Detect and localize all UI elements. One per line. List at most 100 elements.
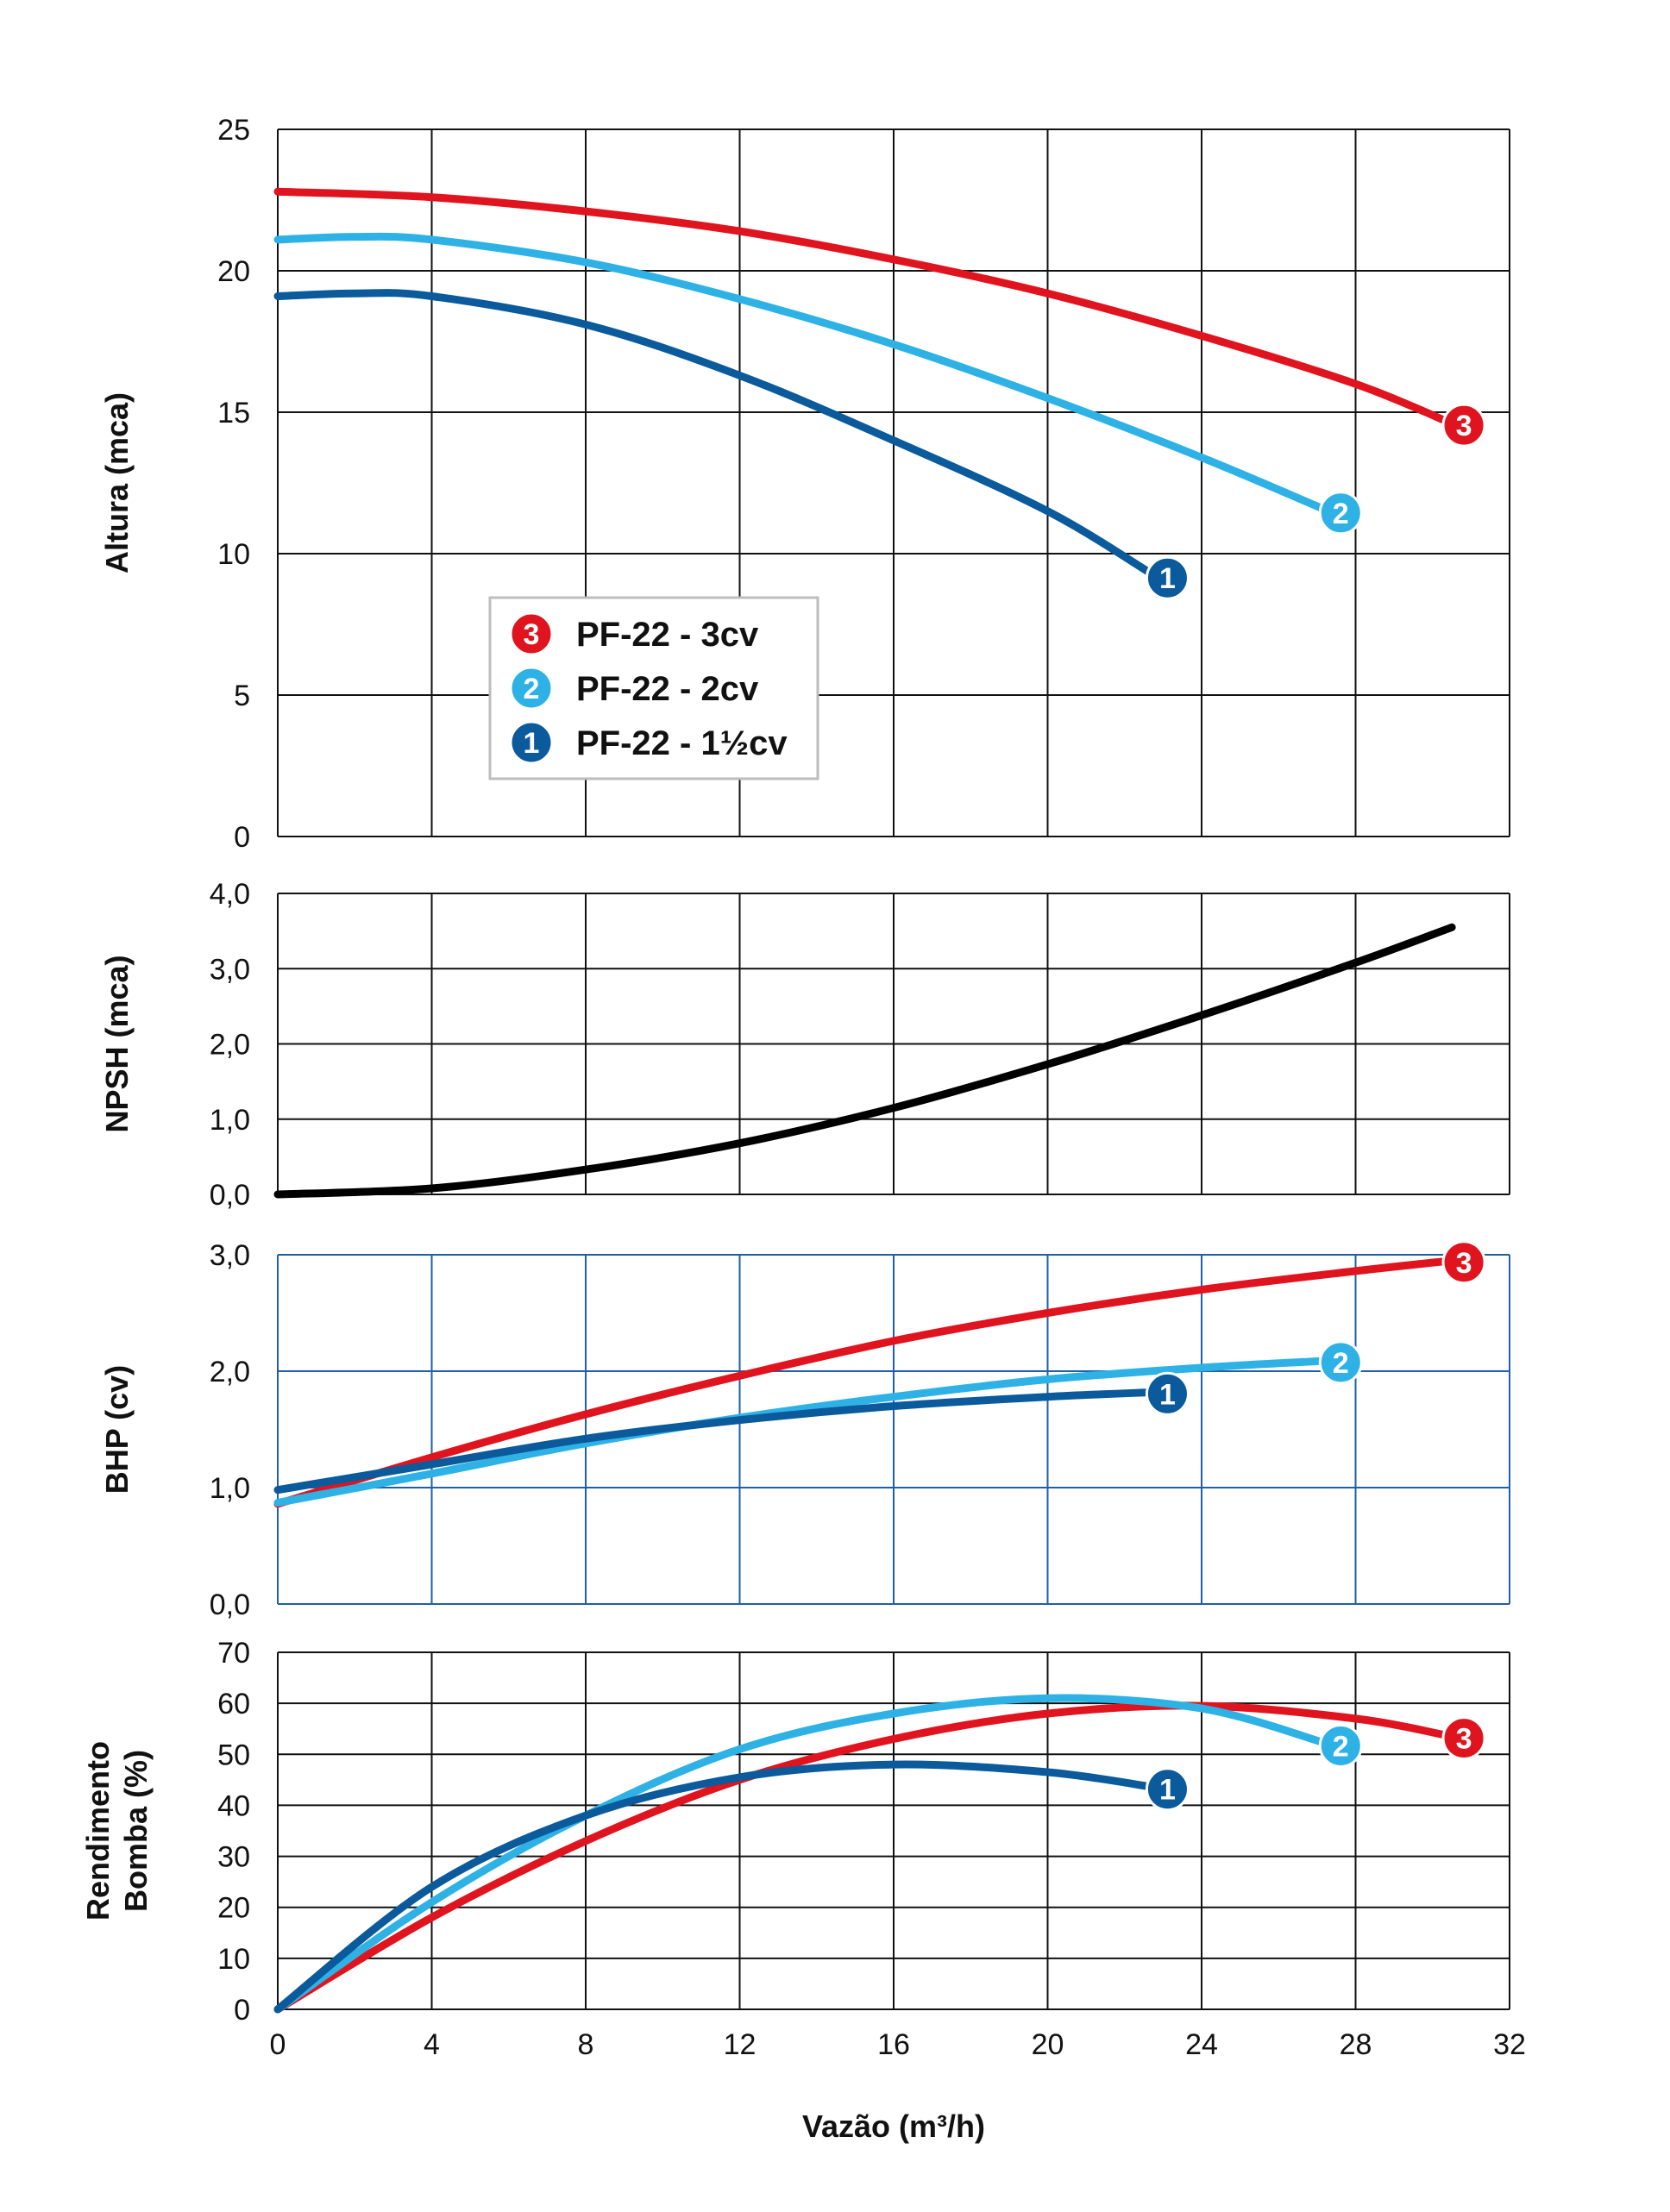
y-tick-label: 20 [217, 255, 250, 288]
y-axis-label: RendimentoBomba (%) [80, 1741, 154, 1921]
pf22-series-1-end-badge: 1 [1145, 1371, 1190, 1416]
pf22-series-1-end-badge: 1 [1145, 1767, 1190, 1812]
pf22-series-2-end-badge: 2 [1318, 1340, 1363, 1385]
x-tick-label: 28 [1340, 2028, 1372, 2061]
badge-circle [1318, 1340, 1363, 1385]
y-tick-label: 2,0 [210, 1029, 250, 1062]
legend-badge: 3 [509, 611, 554, 656]
y-axis-label: NPSH (mca) [99, 955, 135, 1132]
badge-circle [1145, 1767, 1190, 1812]
badge-number: 1 [1159, 562, 1176, 595]
pf22-series-3-end-badge: 3 [1441, 1240, 1486, 1285]
legend-entry-3: 3 PF-22 - 3cv [509, 611, 759, 656]
x-tick-label: 4 [424, 2028, 440, 2061]
x-tick-label: 20 [1032, 2028, 1064, 2061]
pf22-series-2-end-badge: 2 [1318, 491, 1363, 536]
pf22-series-3-end-badge: 3 [1441, 403, 1486, 448]
badge-circle [1145, 555, 1190, 600]
y-tick-label: 0,0 [210, 1179, 250, 1212]
x-axis-label: Vazão (m³/h) [802, 2109, 985, 2144]
badge-circle [509, 611, 554, 656]
badge-number: 1 [524, 727, 540, 760]
y-tick-label: 60 [217, 1688, 250, 1720]
pf22-series-3-line [273, 1701, 1456, 2014]
npsh-series-line [273, 923, 1456, 1199]
y-tick-label: 20 [217, 1892, 250, 1925]
badge-circle [509, 720, 554, 765]
pf22-series-1-line [273, 1388, 1159, 1495]
chart-panel-3: 0,0 1,0 2,0 3,0 BHP (cv) 3 2 1 [99, 1239, 1510, 1621]
pf22-series-2-line [273, 232, 1333, 516]
y-tick-label: 0 [234, 821, 250, 854]
y-tick-label: 40 [217, 1789, 250, 1822]
y-axis-label-line: NPSH (mca) [99, 955, 135, 1132]
y-tick-label: 25 [217, 114, 250, 147]
legend: 3 PF-22 - 3cv 2 PF-22 - 2cv 1 PF-22 - 1½cv [488, 596, 819, 780]
y-tick-label: 15 [217, 397, 250, 429]
badge-circle [1441, 403, 1486, 448]
badge-circle [1145, 1371, 1190, 1416]
badge-circle [1318, 491, 1363, 536]
chart-panel-2: 0,0 1,0 2,0 3,0 4,0 NPSH (mca) [99, 878, 1510, 1212]
badge-number: 1 [1159, 1774, 1176, 1807]
legend-badge: 2 [509, 666, 554, 711]
pf22-series-3-line [273, 1256, 1456, 1508]
x-tick-label: 32 [1493, 2028, 1526, 2061]
legend-label: PF-22 - 3cv [576, 616, 759, 654]
badge-number: 2 [524, 673, 540, 705]
badge-circle [1318, 1723, 1363, 1768]
pf22-series-3-end-badge: 3 [1441, 1716, 1486, 1761]
y-tick-label: 10 [217, 538, 250, 571]
pf22-series-1-end-badge: 1 [1145, 555, 1190, 600]
badge-circle [509, 666, 554, 711]
badge-number: 1 [1159, 1378, 1176, 1411]
y-axis-label-line: Rendimento [80, 1741, 116, 1921]
badge-number: 3 [524, 618, 540, 651]
badge-number: 2 [1333, 498, 1349, 530]
legend-badge: 1 [509, 720, 554, 765]
badge-number: 2 [1333, 1347, 1349, 1380]
y-tick-label: 3,0 [210, 953, 250, 986]
y-tick-label: 10 [217, 1943, 250, 1976]
legend-label: PF-22 - 1½cv [576, 724, 788, 762]
y-tick-label: 0,0 [210, 1589, 250, 1621]
y-axis-label-line: Bomba (%) [118, 1750, 154, 1912]
y-axis-label: BHP (cv) [99, 1365, 135, 1494]
badge-number: 3 [1456, 1723, 1472, 1756]
x-tick-label: 0 [270, 2028, 286, 2061]
legend-label: PF-22 - 2cv [576, 670, 759, 708]
y-tick-label: 4,0 [210, 878, 250, 911]
chart-panel-4: 0 10 20 30 40 50 60 70 RendimentoBomba (%) 3 2 1 [80, 1637, 1510, 2027]
pf22-series-1-line [273, 289, 1159, 580]
x-tick-label: 16 [877, 2028, 910, 2061]
y-tick-label: 2,0 [210, 1356, 250, 1388]
x-tick-label: 8 [578, 2028, 594, 2061]
y-tick-label: 5 [234, 680, 250, 712]
pf22-series-2-line [273, 1694, 1333, 2014]
badge-circle [1441, 1240, 1486, 1285]
legend-entry-2: 2 PF-22 - 2cv [509, 666, 759, 711]
y-tick-label: 1,0 [210, 1472, 250, 1505]
y-axis-label-line: BHP (cv) [99, 1365, 135, 1494]
badge-number: 2 [1333, 1730, 1349, 1763]
pf22-series-1-line [273, 1760, 1159, 2014]
y-axis-label-line: Altura (mca) [99, 392, 135, 573]
y-tick-label: 70 [217, 1637, 250, 1670]
legend-entry-1: 1 PF-22 - 1½cv [509, 720, 788, 765]
pf22-series-2-end-badge: 2 [1318, 1723, 1363, 1768]
pf22-series-2-line [273, 1357, 1333, 1507]
y-tick-label: 50 [217, 1739, 250, 1771]
y-tick-label: 0 [234, 1994, 250, 2027]
badge-number: 3 [1456, 1247, 1472, 1280]
y-tick-label: 3,0 [210, 1239, 250, 1272]
badge-number: 3 [1456, 410, 1472, 442]
badge-circle [1441, 1716, 1486, 1761]
x-tick-label: 12 [724, 2028, 757, 2061]
y-axis-label: Altura (mca) [99, 392, 135, 573]
y-tick-label: 30 [217, 1841, 250, 1874]
chart-panel-1: 0 5 10 15 20 25 Altura (mca) 3 2 1 [99, 114, 1510, 854]
pf22-series-3-line [273, 187, 1456, 428]
x-tick-label: 24 [1185, 2028, 1218, 2061]
